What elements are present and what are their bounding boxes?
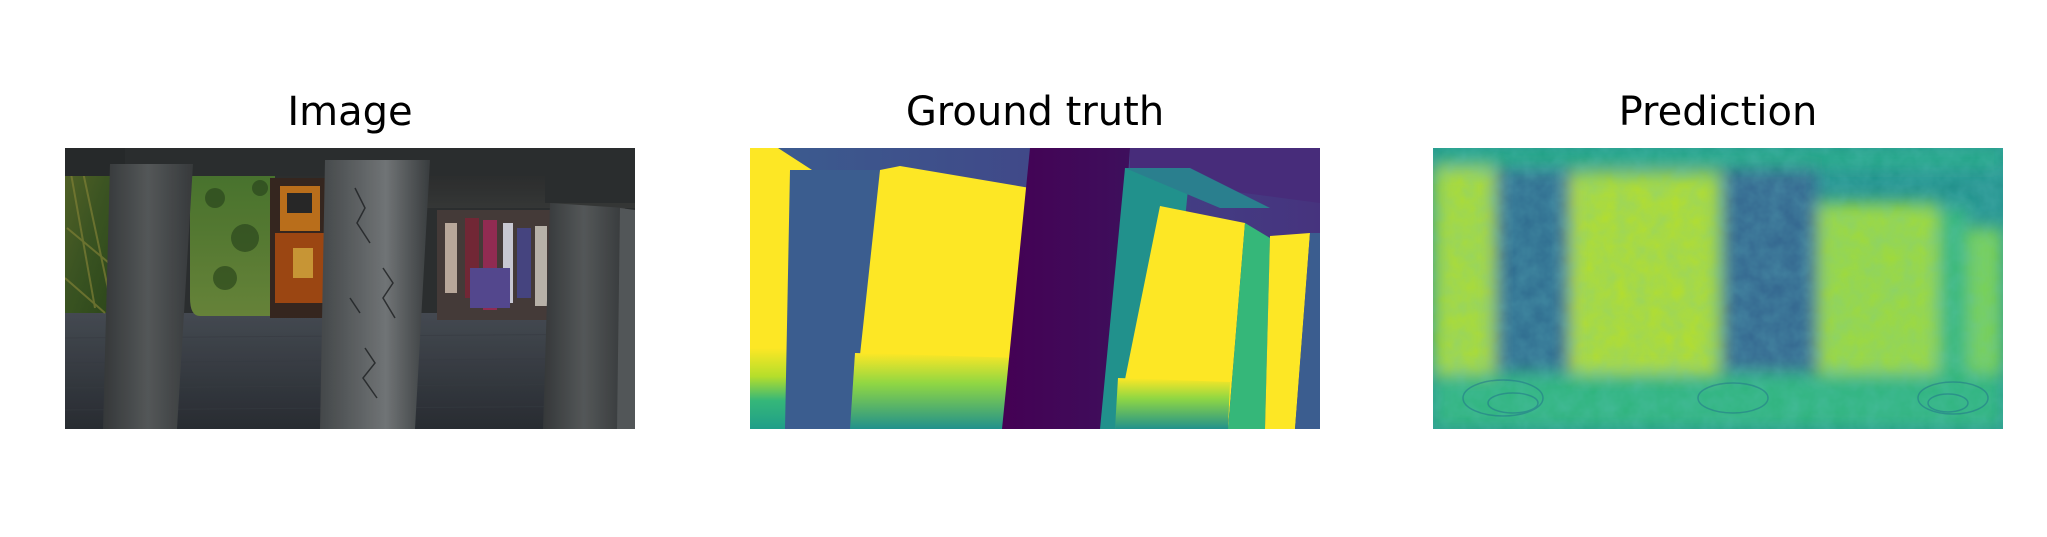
panel-title: Prediction [1618,89,1818,135]
panel-ground-truth: Ground truth [750,0,1320,537]
panel-title: Image [287,89,413,135]
ground-truth-depth-image [750,148,1320,429]
panel-image: Image [65,0,635,537]
panel-prediction: Prediction [1433,0,2003,537]
prediction-depth-image [1433,148,2003,429]
panel-title: Ground truth [905,89,1165,135]
rgb-scene-image [65,148,635,429]
